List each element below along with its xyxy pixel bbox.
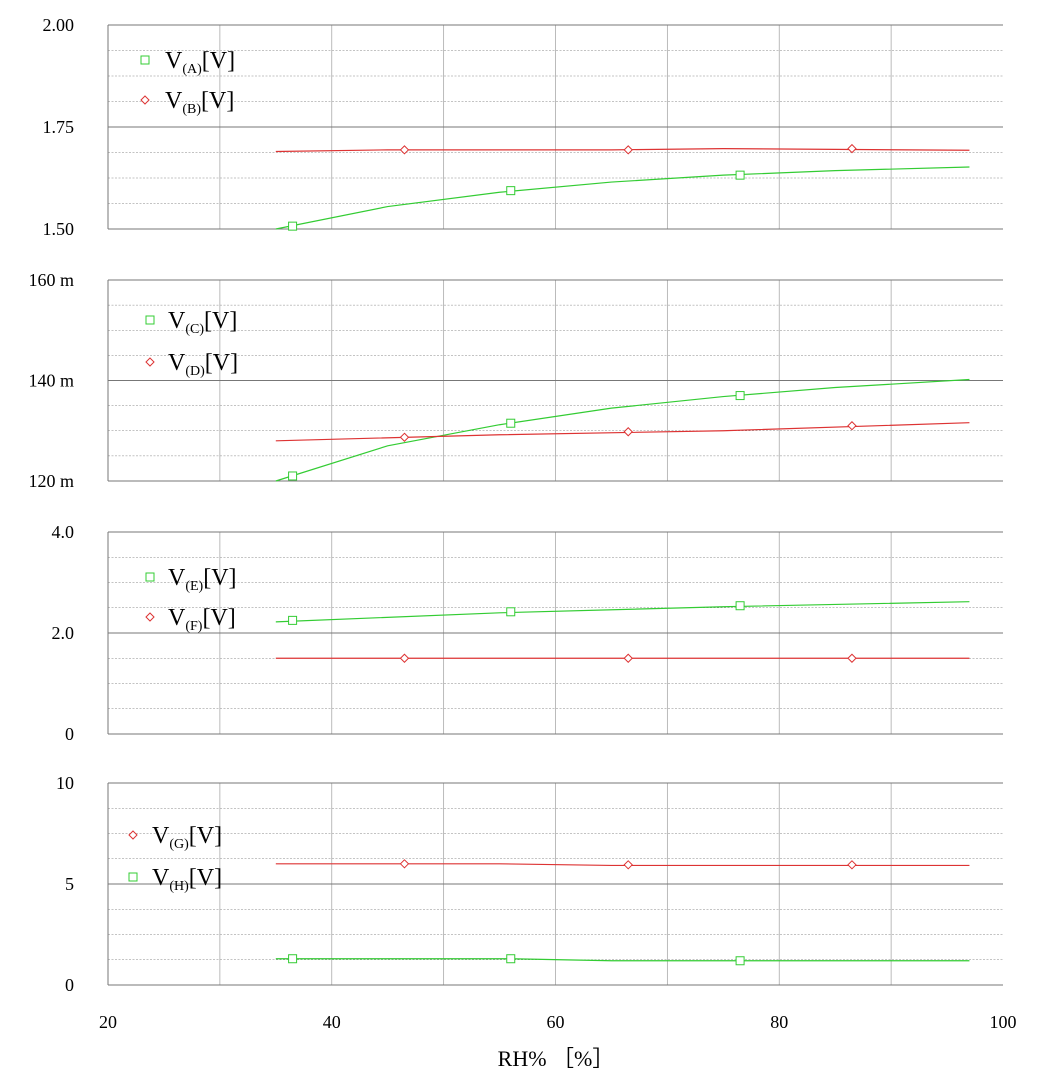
panel-2: 120 m 140 m 160 m V(C)[V] V(D)[V]: [28, 270, 1003, 491]
data-point: [735, 391, 745, 401]
y-tick-label: 4.0: [52, 522, 75, 542]
legend-marker: [145, 572, 155, 582]
data-point: [623, 427, 633, 437]
data-point: [506, 418, 516, 428]
x-tick-label: 40: [323, 1012, 341, 1032]
panel-1: 1.50 1.75 2.00 V(A)[V] V(B)[V]: [43, 15, 1003, 239]
legend-marker: [145, 612, 155, 622]
y-tick-label: 160 m: [28, 270, 74, 290]
data-point: [735, 170, 745, 180]
data-point: [847, 143, 857, 154]
x-tick-label: 80: [770, 1012, 788, 1032]
panel-3: 0 2.0 4.0 V(E)[V] V(F)[V]: [52, 522, 1003, 744]
data-point: [623, 653, 633, 663]
legend-label: V(H)[V]: [152, 865, 222, 894]
series-line-g: [275, 863, 970, 867]
y-tick-label: 5: [65, 874, 74, 894]
legend-marker: [128, 830, 138, 840]
legend-label: V(D)[V]: [168, 350, 238, 379]
x-tick-label: 20: [99, 1012, 117, 1032]
y-tick-label: 0: [65, 975, 74, 995]
panel-4: 0 5 10 V(G)[V] V(H)[V]: [56, 773, 1003, 995]
x-axis-label: RH% ［%］: [498, 1046, 615, 1071]
x-tick-label: 100: [990, 1012, 1017, 1032]
y-tick-label: 140 m: [28, 371, 74, 391]
y-tick-label: 2.0: [52, 623, 75, 643]
data-point: [288, 221, 298, 231]
y-tick-label: 10: [56, 773, 74, 793]
legend-label: V(E)[V]: [168, 565, 237, 594]
data-point: [735, 601, 745, 611]
y-tick-label: 0: [65, 724, 74, 744]
series-line-b: [275, 148, 970, 153]
legend-marker: [145, 357, 155, 367]
series-line-e: [275, 601, 970, 623]
data-point: [399, 859, 410, 869]
series-line-a: [275, 166, 970, 230]
data-point: [288, 615, 298, 625]
data-point: [399, 653, 410, 663]
legend-marker: [145, 315, 155, 325]
y-tick-label: 120 m: [28, 471, 74, 491]
data-point: [506, 607, 516, 617]
legend-marker: [140, 95, 150, 105]
series-line-h: [275, 958, 970, 962]
y-tick-label: 2.00: [43, 15, 75, 35]
legend-marker: [140, 55, 150, 65]
legend-label: V(F)[V]: [168, 605, 236, 634]
data-point: [735, 956, 745, 966]
data-point: [847, 421, 857, 431]
legend-label: V(C)[V]: [168, 308, 237, 337]
data-point: [399, 432, 410, 442]
data-point: [623, 860, 633, 870]
legend-label: V(B)[V]: [165, 88, 234, 117]
data-point: [506, 954, 516, 964]
series-line-d: [275, 422, 970, 442]
data-point: [847, 860, 857, 870]
data-point: [623, 145, 633, 155]
data-point: [847, 653, 857, 663]
data-point: [288, 471, 298, 481]
legend-label: V(A)[V]: [165, 48, 235, 77]
data-point: [288, 954, 298, 964]
y-tick-label: 1.50: [43, 219, 75, 239]
y-tick-label: 1.75: [43, 117, 75, 137]
x-tick-label: 60: [547, 1012, 565, 1032]
legend-marker: [128, 872, 138, 882]
data-point: [399, 145, 410, 155]
data-point: [506, 186, 516, 196]
series-line-c: [275, 378, 970, 482]
legend-label: V(G)[V]: [152, 823, 222, 852]
